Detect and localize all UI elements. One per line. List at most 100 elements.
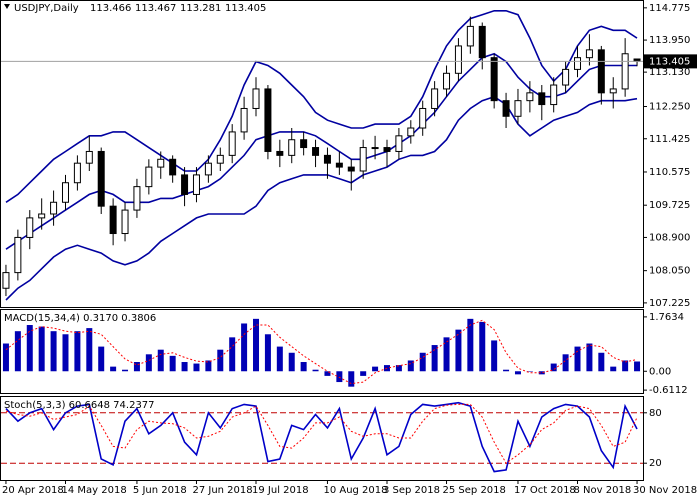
candle-body [228, 131, 236, 156]
candle-body [395, 135, 403, 152]
macd-bar [157, 349, 164, 372]
candle-body [431, 88, 439, 109]
y-tick-label: 0.00 [649, 366, 671, 377]
macd-bar [181, 362, 188, 372]
x-tick-label: 27 Jun 2018 [192, 485, 252, 496]
macd-bar [598, 352, 605, 372]
macd-bar [419, 352, 426, 372]
macd-bar [514, 371, 521, 375]
macd-bar [455, 329, 462, 372]
macd-bar [169, 355, 176, 372]
macd-bar [324, 371, 331, 376]
candle-body [466, 25, 474, 47]
macd-bar [217, 349, 224, 372]
candle-body [550, 84, 558, 106]
y-tick-label: 110.575 [649, 167, 690, 178]
x-tick-label: 5 Jun 2018 [133, 485, 187, 496]
candle-body [61, 182, 69, 203]
candle-body [347, 166, 355, 172]
indicator-line [5, 95, 638, 301]
candle-body [335, 162, 343, 168]
ohlc-value: 113.405 [225, 3, 266, 14]
y-tick-label: 108.900 [649, 232, 690, 243]
y-tick-label: 112.250 [649, 102, 690, 113]
y-tick-label: 113.130 [649, 67, 690, 78]
candle-body [252, 88, 260, 109]
candle-body [419, 107, 427, 129]
y-tick-label: 111.425 [649, 134, 690, 145]
candle-body [38, 213, 46, 219]
candle-body [288, 139, 296, 156]
x-tick-label: 17 Oct 2018 [514, 485, 576, 496]
candle-body [443, 72, 451, 90]
macd-bar [562, 354, 569, 372]
macd-bar [479, 321, 486, 372]
candle-body [383, 147, 391, 152]
ohlc-value: 113.466 [90, 3, 131, 14]
y-tick-label: 80 [649, 408, 662, 419]
macd-bar [14, 331, 21, 372]
candle-body [264, 88, 272, 152]
macd-bar [300, 362, 307, 372]
candle-body [574, 57, 582, 70]
macd-bar [145, 354, 152, 372]
macd-bar [229, 337, 236, 372]
x-tick-label: 3 Sep 2018 [383, 485, 440, 496]
macd-panel [0, 309, 644, 394]
indicator-line [5, 52, 637, 250]
candle-body [204, 162, 212, 176]
macd-bar [634, 361, 641, 372]
macd-bar [312, 369, 319, 372]
candle-body [621, 53, 629, 90]
x-tick-label: 10 Aug 2018 [323, 485, 387, 496]
candle-body [181, 174, 189, 195]
x-tick-label: 20 Apr 2018 [2, 485, 64, 496]
candle-body [538, 92, 546, 106]
y-tick-label: -0.6112 [649, 385, 688, 396]
candle-body [454, 45, 462, 74]
candle-body [192, 174, 200, 195]
indicator-line [5, 401, 638, 473]
candle-body [145, 166, 153, 188]
candle-body [407, 127, 415, 137]
y-tick-label: 108.050 [649, 266, 690, 277]
macd-bar [431, 345, 438, 372]
candle-body [371, 147, 379, 150]
candle-body [359, 147, 367, 172]
chart-title: USDJPY,Daily [14, 3, 79, 14]
candle-body [276, 150, 284, 156]
macd-bar [538, 371, 545, 375]
x-tick-label: 19 Jul 2018 [252, 485, 309, 496]
candle-body [597, 49, 605, 94]
candle-body [50, 201, 58, 215]
candle-body [169, 158, 177, 176]
panel-title: MACD(15,34,4) 0.3170 0.3806 [4, 313, 156, 324]
candle-body [97, 150, 105, 207]
macd-bar [2, 343, 9, 372]
macd-bar [193, 363, 200, 372]
ohlc-value: 113.281 [180, 3, 221, 14]
candle-body [73, 162, 81, 184]
macd-bar [503, 369, 510, 372]
macd-bar [276, 346, 283, 372]
macd-bar [395, 365, 402, 372]
macd-bar [586, 343, 593, 372]
x-tick-label: 8 Nov 2018 [574, 485, 632, 496]
macd-bar [622, 360, 629, 372]
macd-bar [86, 328, 93, 372]
symbol-icon [4, 4, 10, 9]
candle-body [109, 205, 117, 235]
macd-bar [98, 346, 105, 372]
macd-bar [122, 369, 129, 372]
y-tick-label: 113.950 [649, 35, 690, 46]
y-tick-label: 1.7634 [649, 312, 684, 323]
macd-bar [360, 371, 367, 376]
macd-bar [133, 362, 140, 372]
candle-body [26, 217, 34, 238]
candle-body [502, 100, 510, 117]
macd-bar [62, 334, 69, 372]
x-tick-label: 30 Nov 2018 [633, 485, 697, 496]
candle-body [121, 209, 129, 235]
macd-bar [336, 371, 343, 383]
